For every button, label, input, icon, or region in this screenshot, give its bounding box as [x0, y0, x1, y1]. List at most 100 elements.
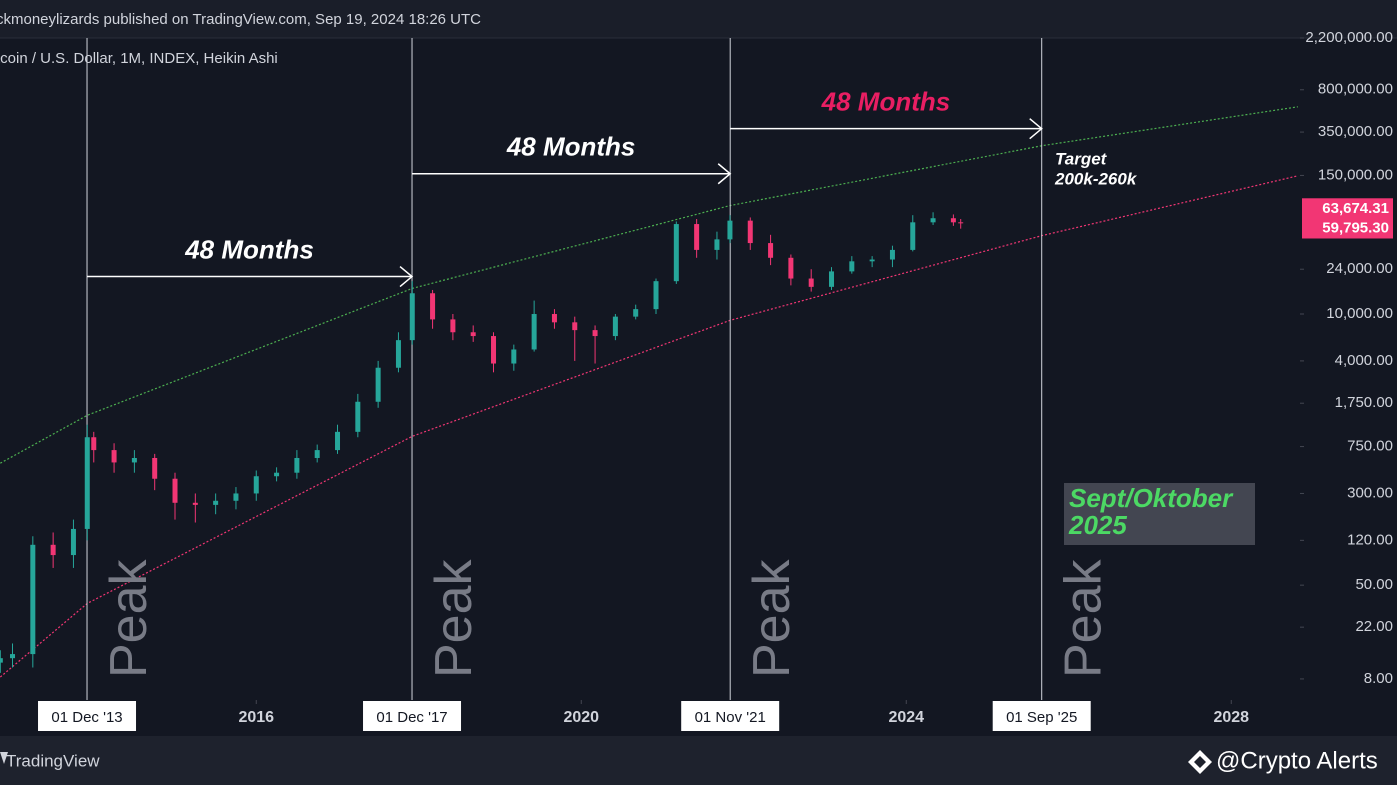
y-tick-label: 10,000.00	[1326, 305, 1393, 322]
y-tick-label: 300.00	[1347, 484, 1393, 501]
candle-body	[355, 401, 361, 432]
candle-body	[430, 293, 436, 320]
x-tick-label: 2028	[1213, 709, 1249, 726]
callout-line1: Sept/Oktober	[1069, 483, 1234, 513]
candle-body	[213, 500, 219, 505]
callout-box	[1064, 483, 1255, 545]
y-tick-label: 24,000.00	[1326, 260, 1393, 277]
candle-body	[673, 224, 679, 282]
arrow-head	[1029, 118, 1043, 140]
candle-body	[511, 349, 517, 364]
candle-body	[131, 457, 137, 463]
candle-body	[612, 316, 618, 337]
date-label: 01 Dec '17	[376, 709, 447, 726]
credit: @Crypto Alerts	[1216, 747, 1378, 774]
candle-body	[829, 271, 835, 287]
credit-icon	[1188, 750, 1212, 774]
y-tick-label: 150,000.00	[1318, 166, 1393, 183]
y-tick-label: 2,200,000.00	[1305, 29, 1393, 46]
candle-body	[653, 281, 659, 310]
arrow-label: 48 Months	[184, 234, 314, 264]
candle-body	[335, 431, 341, 451]
y-tick-label: 350,000.00	[1318, 123, 1393, 140]
arrow-label: 48 Months	[821, 87, 951, 117]
candle-body	[0, 658, 3, 663]
date-label: 01 Nov '21	[695, 709, 766, 726]
date-box	[992, 701, 1091, 731]
date-label: 01 Sep '25	[1006, 709, 1077, 726]
candle-body	[172, 478, 178, 503]
footer-bar	[0, 736, 1397, 785]
candle-body	[233, 493, 239, 501]
arrow-head	[717, 163, 732, 185]
candle-body	[10, 654, 16, 659]
candle-body	[694, 224, 700, 250]
candle-body	[747, 220, 753, 244]
candle-body	[910, 222, 916, 250]
candle-body	[450, 319, 456, 333]
candle-body	[111, 450, 117, 463]
date-box	[38, 701, 137, 731]
candle-body	[70, 528, 76, 556]
trend-band	[0, 175, 1299, 678]
candle-body	[572, 322, 578, 331]
target-title: Target	[1055, 149, 1108, 168]
header-bar	[0, 0, 1397, 38]
price-label: 59,795.30	[1322, 219, 1389, 236]
candle-body	[294, 457, 300, 473]
candle-body	[531, 314, 537, 350]
candle-body	[395, 340, 401, 368]
candle-body	[950, 218, 956, 223]
candle-body	[50, 544, 56, 556]
trend-band	[0, 106, 1298, 464]
candle-body	[930, 218, 936, 223]
candle-body	[808, 278, 814, 287]
symbol: tcoin / U.S. Dollar, 1M, INDEX, Heikin A…	[0, 50, 278, 67]
date-box	[363, 701, 462, 731]
candle-body	[491, 336, 497, 364]
candle-body	[958, 222, 964, 224]
peak-label: Peak	[1054, 558, 1112, 678]
brand-logo	[0, 752, 8, 764]
candle-body	[849, 261, 855, 272]
brand: TradingView	[6, 751, 100, 770]
price-label-box	[1302, 217, 1393, 239]
y-tick-label: 8.00	[1364, 670, 1393, 687]
x-tick-label: 2020	[563, 709, 599, 726]
candle-body	[633, 309, 639, 317]
y-tick-label: 800,000.00	[1318, 81, 1393, 98]
candle-body	[551, 314, 557, 323]
candle-body	[274, 472, 280, 477]
candle-body	[314, 450, 320, 458]
candle-body	[192, 502, 198, 505]
candle-body	[470, 332, 476, 337]
date-label: 01 Dec '13	[51, 709, 122, 726]
x-tick-label: 2016	[238, 709, 274, 726]
arrow-head	[399, 265, 414, 288]
y-tick-label: 4,000.00	[1335, 352, 1393, 369]
y-tick-label: 50.00	[1355, 576, 1393, 593]
candle-body	[592, 330, 598, 337]
peak-label: Peak	[743, 558, 801, 678]
candle-body	[869, 259, 875, 262]
candle-body	[253, 476, 259, 494]
callout-line2: 2025	[1068, 510, 1127, 540]
candle-body	[714, 239, 720, 250]
candle-body	[30, 544, 36, 655]
price-label-box	[1302, 198, 1393, 220]
target-range: 200k-260k	[1054, 169, 1138, 188]
y-tick-label: 750.00	[1347, 438, 1393, 455]
peak-label: Peak	[425, 558, 483, 678]
candle-body	[889, 249, 895, 260]
publisher: ckmoneylizards published on TradingView.…	[0, 11, 481, 28]
date-box	[681, 701, 780, 731]
candle-body	[84, 437, 90, 529]
price-label: 63,674.31	[1322, 200, 1389, 217]
candle-body	[768, 243, 774, 258]
y-tick-label: 1,750.00	[1335, 394, 1393, 411]
x-tick-label: 2024	[888, 709, 924, 726]
y-tick-label: 22.00	[1355, 618, 1393, 635]
candle-body	[788, 257, 794, 279]
